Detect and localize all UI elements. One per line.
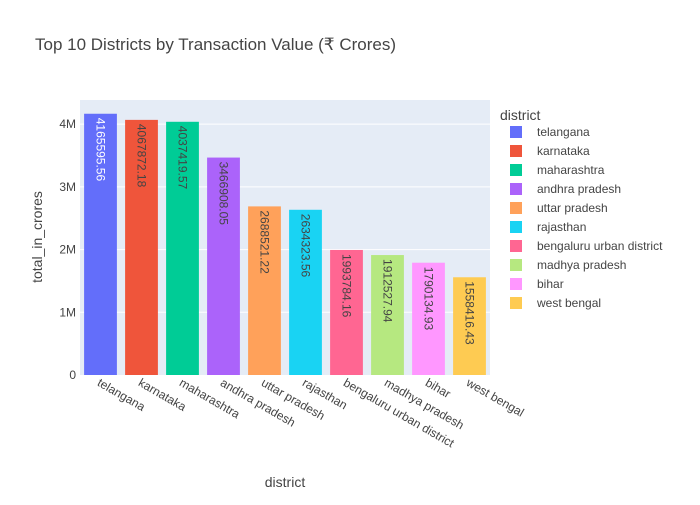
y-tick-label: 2M: [59, 243, 76, 257]
legend-item-label[interactable]: bengaluru urban district: [537, 239, 663, 253]
legend-swatch[interactable]: [510, 145, 522, 157]
legend-swatch[interactable]: [510, 259, 522, 271]
legend-swatch[interactable]: [510, 278, 522, 290]
legend-swatch[interactable]: [510, 221, 522, 233]
bar-maharashtra[interactable]: [166, 121, 199, 376]
legend-title: district: [500, 107, 541, 123]
bar-value-label: 2634323.56: [299, 214, 313, 278]
legend: district telangana karnataka maharashtra an…: [500, 107, 663, 310]
bar-value-label: 4037419.57: [176, 126, 190, 190]
y-axis-title: total_in_crores: [29, 191, 45, 283]
legend-swatch[interactable]: [510, 164, 522, 176]
bar-bengaluru-urban-district[interactable]: [330, 249, 363, 375]
legend-item-label[interactable]: uttar pradesh: [537, 201, 608, 215]
bar-karnataka[interactable]: [125, 119, 158, 375]
legend-item-label[interactable]: telangana: [537, 125, 590, 139]
x-tick-label: west bengal: [463, 375, 526, 420]
legend-item-label[interactable]: rajasthan: [537, 220, 586, 234]
bar-value-label: 1912527.94: [381, 259, 395, 323]
legend-item-label[interactable]: karnataka: [537, 144, 590, 158]
x-axis-title: district: [265, 474, 306, 490]
legend-item-label[interactable]: bihar: [537, 277, 564, 291]
legend-swatch[interactable]: [510, 202, 522, 214]
y-tick-label: 4M: [59, 117, 76, 131]
bar-value-label: 1993784.16: [340, 254, 354, 318]
legend-item-label[interactable]: andhra pradesh: [537, 182, 621, 196]
bar-madhya-pradesh[interactable]: [371, 255, 404, 375]
y-tick-label: 1M: [59, 305, 76, 319]
bar-value-labels: 4165595.56 4067872.18 4037419.57 3466908.05…: [94, 118, 477, 345]
bar-value-label: 1790134.93: [422, 267, 436, 331]
y-axis-ticks: 0 1M 2M 3M 4M: [59, 117, 76, 382]
bar-value-label: 4067872.18: [135, 124, 149, 188]
legend-item-label[interactable]: maharashtra: [537, 163, 605, 177]
legend-item-label[interactable]: west bengal: [536, 296, 601, 310]
bar-rajasthan[interactable]: [289, 209, 322, 375]
bar-value-label: 3466908.05: [217, 162, 231, 226]
y-tick-label: 0: [69, 368, 76, 382]
legend-swatch[interactable]: [510, 240, 522, 252]
bar-bihar[interactable]: [412, 262, 445, 375]
bar-value-label: 2688521.22: [258, 210, 272, 274]
bar-uttar-pradesh[interactable]: [248, 206, 281, 375]
y-tick-label: 3M: [59, 180, 76, 194]
bar-telangana[interactable]: [84, 113, 117, 376]
bar-andhra-pradesh[interactable]: [207, 157, 240, 375]
legend-swatch[interactable]: [510, 126, 522, 138]
legend-item-label[interactable]: madhya pradesh: [537, 258, 626, 272]
bar-value-label: 4165595.56: [94, 118, 108, 182]
bar-west-bengal[interactable]: [453, 277, 486, 375]
legend-swatch[interactable]: [510, 183, 522, 195]
legend-swatch[interactable]: [510, 297, 522, 309]
chart-title: Top 10 Districts by Transaction Value (₹…: [35, 35, 396, 54]
bars: [84, 113, 486, 376]
bar-value-label: 1558416.43: [463, 281, 477, 345]
